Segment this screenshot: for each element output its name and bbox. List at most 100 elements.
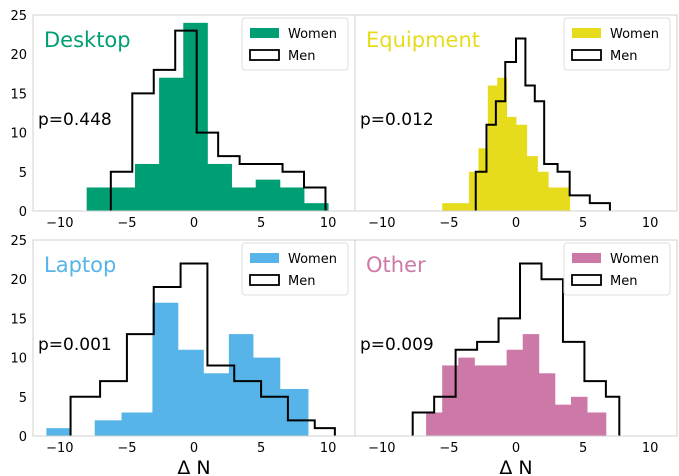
bar-women [279, 187, 305, 211]
bar-women [554, 404, 572, 436]
bar-women [134, 163, 160, 211]
bar-women [159, 77, 184, 211]
legend-label-women: Women [288, 27, 337, 42]
bar-women [526, 156, 538, 211]
y-tick-label: 0 [19, 205, 27, 220]
panel-title: Other [366, 253, 426, 277]
legend: Women Men [241, 17, 349, 71]
bar-women [110, 187, 136, 211]
legend-swatch-men [249, 274, 280, 286]
legend-label-men: Men [610, 274, 637, 289]
bar-women [587, 412, 607, 436]
panel-other: −10 −5 0 5 10 Other p=0.009 Women Men Δ N [354, 239, 678, 476]
step-outline-men [411, 262, 621, 436]
bar-women [571, 396, 588, 436]
legend-label-men: Men [610, 49, 637, 64]
y-tick-label: 5 [19, 166, 27, 181]
y-tick-label: 10 [10, 352, 27, 367]
x-tick-label: −5 [439, 216, 458, 231]
panel-title: Desktop [44, 28, 131, 52]
p-value-annotation: p=0.009 [360, 335, 434, 355]
y-tick-label: 5 [19, 391, 27, 406]
bar-women [497, 77, 508, 211]
panel-equipment: −10 −5 0 5 10 Equipment p=0.012 Women Men [354, 14, 678, 231]
panel-laptop: −10 −5 0 5 10 0 5 10 15 20 25 Laptop p=0.001 Women Men… [10, 234, 356, 476]
bar-women [231, 187, 257, 211]
bar-women [255, 179, 281, 211]
y-tick-label: 15 [10, 312, 27, 327]
y-tick-label: 20 [10, 48, 27, 63]
p-value-annotation: p=0.448 [38, 110, 112, 130]
bar-women [487, 85, 498, 211]
bar-women [538, 373, 556, 436]
panel-desktop: −10 −5 0 5 10 0 5 10 15 20 25 Desktop p=0.448 Women Me… [10, 9, 356, 231]
bar-women [183, 22, 208, 212]
legend-swatch-women [250, 28, 279, 38]
axes-frame [354, 239, 678, 437]
y-tick-label: 10 [10, 127, 27, 142]
legend: Women Men [563, 17, 671, 71]
legend-swatch-men [249, 49, 280, 61]
bar-women [516, 124, 528, 211]
x-tick-label: 5 [257, 216, 265, 231]
bar-women [203, 373, 230, 436]
legend-swatch-women [250, 253, 279, 263]
x-tick-label: −5 [117, 441, 136, 456]
x-tick-label: −5 [117, 216, 136, 231]
panel-title: Equipment [366, 28, 480, 52]
x-tick-label: 10 [642, 441, 659, 456]
legend-label-men: Men [288, 274, 315, 289]
bar-women [442, 203, 470, 211]
bar-women [506, 349, 524, 436]
bar-women [506, 116, 517, 211]
step-outline-men [109, 29, 327, 211]
bar-women [46, 428, 71, 436]
x-tick-label: −10 [368, 441, 395, 456]
bar-women [537, 171, 549, 211]
x-tick-label: 0 [512, 216, 520, 231]
bar-women [426, 412, 443, 436]
bar-women [522, 334, 540, 436]
axes-frame [354, 14, 678, 212]
x-tick-label: −10 [46, 441, 73, 456]
y-tick-label: 0 [19, 430, 27, 445]
bar-women [490, 365, 508, 436]
legend-label-men: Men [288, 49, 315, 64]
legend-swatch-women [572, 28, 601, 38]
y-tick-label: 15 [10, 87, 27, 102]
x-tick-label: −10 [368, 216, 395, 231]
bar-women [94, 420, 122, 436]
legend: Women Men [241, 242, 349, 296]
legend: Women Men [563, 242, 671, 296]
x-tick-label: 10 [320, 216, 337, 231]
bar-women [469, 171, 479, 211]
step-outline-men [474, 37, 611, 211]
bar-women [86, 187, 112, 211]
legend-label-women: Women [288, 252, 337, 267]
bar-women [548, 187, 571, 211]
bar-women [304, 203, 329, 211]
x-tick-label: −10 [46, 216, 73, 231]
x-tick-label: 10 [320, 441, 337, 456]
bar-women [478, 148, 489, 211]
x-tick-label: 0 [512, 441, 520, 456]
bar-women [474, 365, 491, 436]
x-axis-label: Δ N [499, 457, 532, 476]
bar-women [207, 163, 232, 211]
legend-swatch-men [571, 274, 602, 286]
legend-label-women: Women [610, 27, 659, 42]
x-tick-label: 5 [579, 216, 587, 231]
legend-label-women: Women [610, 252, 659, 267]
bar-women [458, 357, 475, 436]
bar-women [152, 302, 179, 436]
x-tick-label: −5 [439, 441, 458, 456]
bar-women [228, 334, 254, 436]
p-value-annotation: p=0.001 [38, 335, 112, 355]
x-tick-label: 5 [257, 441, 265, 456]
y-tick-label: 25 [10, 234, 27, 249]
p-value-annotation: p=0.012 [360, 110, 434, 130]
y-tick-label: 20 [10, 273, 27, 288]
step-outline-men [69, 262, 336, 436]
x-axis-label: Δ N [177, 457, 210, 476]
x-tick-label: 5 [579, 441, 587, 456]
